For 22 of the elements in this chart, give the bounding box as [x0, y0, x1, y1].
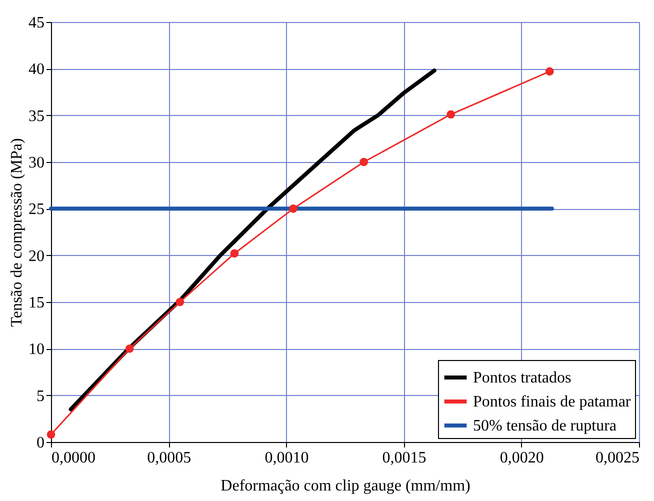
y-tick-label: 25 — [28, 201, 44, 218]
y-tick-label: 45 — [28, 14, 44, 32]
legend-label: Pontos finais de patamar — [473, 394, 632, 410]
y-tick-label: 15 — [28, 294, 44, 312]
x-tick-label: 0,0020 — [500, 450, 544, 466]
y-tick-label: 30 — [28, 154, 44, 172]
x-tick-label: 0,0025 — [596, 450, 640, 466]
legend-label: 50% tensão de ruptura — [473, 418, 617, 434]
x-axis-title: Deformação com clip gauge (mm/mm) — [220, 478, 470, 494]
x-tick-label: 0,0015 — [382, 450, 426, 466]
legend-label: Pontos tratados — [473, 370, 572, 386]
y-tick-label: 35 — [28, 108, 44, 125]
x-tick-label: 0,0000 — [52, 450, 96, 466]
x-tick-label: 0,0005 — [147, 450, 192, 466]
x-tick-label: 0,0010 — [264, 450, 309, 466]
y-tick-label: 10 — [28, 341, 44, 358]
y-tick-label: 40 — [28, 61, 44, 78]
y-tick-label: 0 — [36, 434, 44, 452]
y-tick-label: 20 — [28, 248, 44, 265]
line-series — [68, 68, 436, 412]
y-tick-label: 5 — [36, 388, 44, 405]
y-axis-title: Tensão de compressão (MPa) — [8, 138, 26, 327]
